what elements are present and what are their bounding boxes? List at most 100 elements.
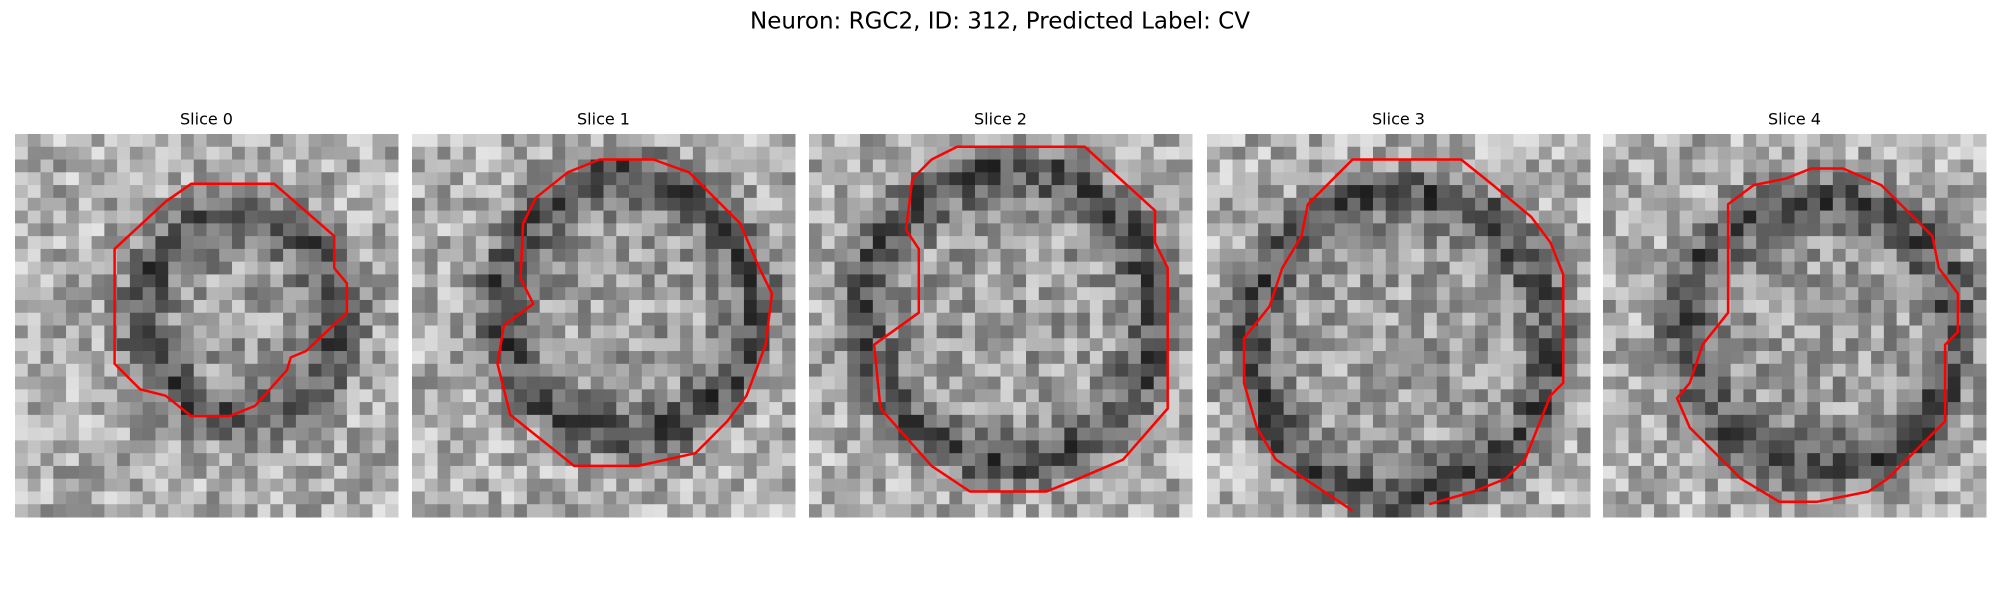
pixel — [1551, 312, 1565, 326]
pixel — [308, 172, 322, 186]
pixel — [731, 197, 745, 212]
pixel — [117, 402, 131, 416]
pixel — [1615, 312, 1630, 326]
pixel — [1077, 478, 1091, 492]
pixel — [756, 402, 770, 416]
slice-image — [1207, 134, 1591, 518]
pixel — [1896, 210, 1910, 224]
pixel — [1896, 338, 1910, 352]
pixel — [821, 236, 836, 250]
pixel — [1038, 440, 1053, 454]
pixel — [692, 414, 707, 429]
pixel — [1089, 210, 1104, 224]
pixel — [616, 312, 630, 326]
pixel — [898, 363, 912, 378]
pixel — [1385, 440, 1399, 454]
pixel — [565, 465, 579, 480]
pixel — [847, 261, 861, 275]
pixel — [1309, 491, 1323, 505]
pixel — [1513, 223, 1527, 237]
pixel — [974, 440, 989, 454]
pixel — [40, 274, 54, 288]
pixel — [385, 453, 399, 467]
pixel — [1564, 338, 1578, 352]
pixel — [475, 465, 490, 480]
pixel — [424, 299, 439, 314]
pixel — [1140, 185, 1155, 199]
pixel — [91, 274, 105, 288]
pixel — [872, 236, 887, 250]
pixel — [1064, 427, 1078, 441]
pixel — [40, 453, 54, 467]
pixel — [654, 465, 668, 480]
pixel — [232, 197, 246, 212]
pixel — [308, 376, 322, 390]
pixel — [654, 172, 668, 186]
pixel — [1526, 172, 1540, 186]
pixel — [1845, 414, 1859, 429]
pixel — [1385, 351, 1399, 365]
pixel — [860, 453, 874, 467]
pixel — [1334, 223, 1348, 237]
pixel — [1973, 312, 1987, 326]
pixel — [526, 210, 541, 224]
pixel — [1845, 146, 1859, 161]
pixel — [1128, 197, 1142, 212]
pixel — [1283, 236, 1297, 250]
pixel — [1564, 236, 1578, 250]
pixel — [1334, 402, 1348, 416]
pixel — [66, 159, 80, 173]
pixel — [1140, 325, 1155, 339]
pixel — [756, 453, 770, 467]
pixel — [860, 223, 874, 237]
pixel — [1896, 427, 1910, 441]
pixel — [359, 261, 373, 275]
pixel — [257, 134, 271, 148]
pixel — [860, 159, 874, 173]
pixel — [244, 351, 259, 365]
pixel — [1909, 197, 1923, 212]
pixel — [1436, 376, 1451, 390]
pixel — [1038, 338, 1053, 352]
pixel — [1730, 210, 1744, 224]
pixel — [1026, 261, 1040, 275]
pixel — [949, 274, 963, 288]
pixel — [641, 261, 656, 275]
pixel — [629, 274, 643, 288]
pixel — [1270, 351, 1285, 365]
pixel — [809, 402, 823, 416]
pixel — [1705, 159, 1719, 173]
pixel — [1807, 363, 1821, 378]
pixel — [1475, 146, 1489, 161]
pixel — [219, 159, 233, 173]
pixel — [1000, 440, 1014, 454]
pixel — [1526, 389, 1540, 403]
pixel — [603, 287, 617, 301]
pixel — [1934, 325, 1949, 339]
pixel — [936, 274, 950, 288]
pixel — [1960, 274, 1974, 288]
pixel — [1628, 248, 1642, 263]
pixel — [821, 338, 836, 352]
pixel — [821, 504, 836, 518]
pixel — [1666, 427, 1681, 441]
pixel — [1947, 134, 1961, 148]
pixel — [898, 338, 912, 352]
pixel — [809, 465, 823, 480]
pixel — [1475, 338, 1489, 352]
pixel — [1820, 185, 1834, 199]
pixel — [1628, 312, 1642, 326]
pixel — [437, 299, 451, 314]
pixel — [1794, 223, 1808, 237]
pixel — [756, 299, 770, 314]
pixel — [91, 504, 105, 518]
pixel — [1487, 363, 1502, 378]
pixel — [526, 159, 541, 173]
pixel — [1398, 389, 1412, 403]
pixel — [1717, 376, 1732, 390]
pixel — [680, 299, 694, 314]
pixel — [565, 274, 579, 288]
pixel — [463, 146, 477, 161]
pixel — [949, 465, 963, 480]
pixel — [718, 363, 732, 378]
